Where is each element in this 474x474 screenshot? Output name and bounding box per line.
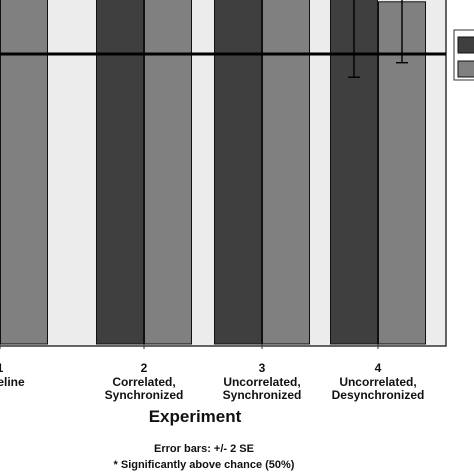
x-tick-label-3-line-1: Uncorrelated, xyxy=(223,375,300,389)
bar-series-1-cat-3 xyxy=(214,0,262,345)
error-bar-series-1-cat-4 xyxy=(348,0,360,78)
x-tick-number-1: 1 xyxy=(0,361,4,375)
bar-series-2-cat-3 xyxy=(262,0,310,345)
x-tick-label-1-line-1: Baseline xyxy=(0,375,25,389)
x-tick-label-2-line-1: Correlated, xyxy=(112,375,175,389)
bar-series-1-cat-2 xyxy=(96,0,144,345)
x-tick-labels: 1Baseline2Correlated,Synchronized3Uncorr… xyxy=(0,344,424,402)
bars-group: *** xyxy=(0,0,426,345)
x-tick-number-2: 2 xyxy=(141,361,148,375)
legend xyxy=(453,29,474,81)
significance-note: * Significantly above chance (50%) xyxy=(114,459,295,471)
bar-series-2-cat-2 xyxy=(144,0,192,345)
error-bar-series-2-cat-4 xyxy=(396,0,408,64)
legend-swatch-series-2 xyxy=(457,60,474,78)
x-tick-number-4: 4 xyxy=(375,361,382,375)
error-bar-note: Error bars: +/- 2 SE xyxy=(154,443,254,455)
x-tick-label-3-line-2: Synchronized xyxy=(223,388,302,402)
legend-swatch-series-1 xyxy=(457,36,474,54)
bar-series-2-cat-1 xyxy=(0,0,48,345)
x-tick-number-3: 3 xyxy=(259,361,266,375)
x-axis-title: Experiment xyxy=(149,407,242,426)
x-tick-label-4-line-1: Uncorrelated, xyxy=(339,375,416,389)
x-tick-label-4-line-2: Desynchronized xyxy=(332,388,425,402)
x-tick-label-2-line-2: Synchronized xyxy=(105,388,184,402)
